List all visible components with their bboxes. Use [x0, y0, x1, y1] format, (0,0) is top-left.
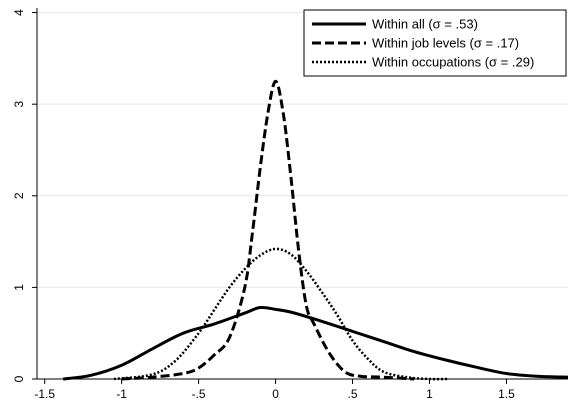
x-tick-label-1: -1 — [116, 387, 127, 401]
series-line-within-all-53 — [62, 305, 569, 381]
legend-label-within-job-levels-17: Within job levels (σ = .17) — [372, 36, 519, 51]
series-line-within-occupations-29 — [113, 247, 448, 381]
x-tick-label-5: 1 — [426, 387, 433, 401]
y-tick-label-1: 1 — [12, 284, 26, 291]
y-tick-label-3: 3 — [12, 101, 26, 108]
series-lines — [62, 79, 569, 381]
legend-box — [303, 9, 567, 77]
x-tick-label-0: -1.5 — [34, 387, 55, 401]
x-tick-label-3: 0 — [272, 387, 279, 401]
y-tick-label-4: 4 — [12, 9, 26, 16]
legend-label-within-all-53: Within all (σ = .53) — [372, 17, 478, 32]
legend-label-within-occupations-29: Within occupations (σ = .29) — [372, 55, 534, 70]
legend: Within all (σ = .53) Within job levels (σ… — [303, 9, 567, 77]
y-tick-label-0: 0 — [12, 375, 26, 382]
y-tick-label-2: 2 — [12, 192, 26, 199]
x-tick-label-4: .5 — [348, 387, 358, 401]
x-tick-label-2: -.5 — [192, 387, 206, 401]
series-line-within-job-levels-17 — [121, 79, 415, 381]
x-tick-label-6: 1.5 — [498, 387, 515, 401]
